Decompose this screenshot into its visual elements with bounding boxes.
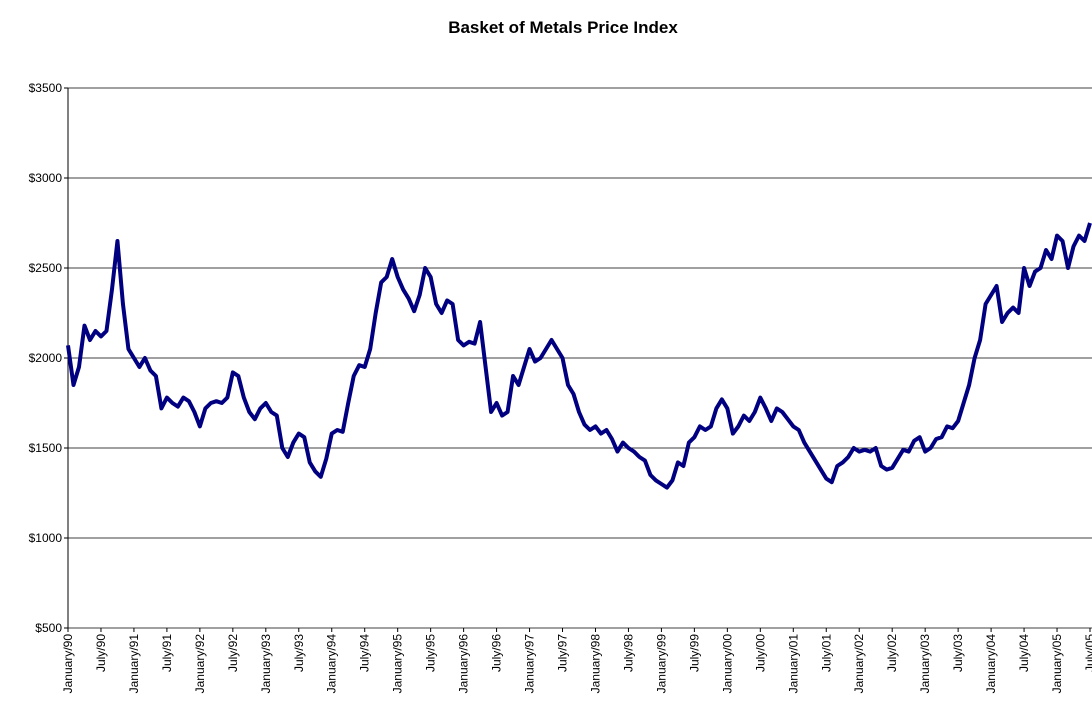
y-tick-label: $2500: [29, 261, 63, 275]
x-tick-label: January/91: [127, 634, 141, 694]
x-tick-label: January/92: [193, 634, 207, 694]
x-tick-label: July/96: [490, 634, 504, 672]
y-tick-label: $3000: [29, 171, 63, 185]
x-tick-label: January/94: [325, 634, 339, 694]
x-tick-label: July/93: [292, 634, 306, 672]
x-tick-label: July/98: [621, 634, 635, 672]
x-tick-label: January/93: [259, 634, 273, 694]
x-tick-label: January/01: [786, 634, 800, 694]
x-tick-label: January/02: [852, 634, 866, 694]
x-tick-label: January/97: [523, 634, 537, 694]
x-tick-label: January/98: [588, 634, 602, 694]
x-tick-label: July/90: [94, 634, 108, 672]
y-tick-label: $3500: [29, 81, 63, 95]
x-tick-label: January/96: [457, 634, 471, 694]
x-tick-label: July/95: [424, 634, 438, 672]
x-tick-label: July/02: [885, 634, 899, 672]
x-tick-label: July/99: [687, 634, 701, 672]
y-tick-label: $1500: [29, 441, 63, 455]
y-tick-label: $2000: [29, 351, 63, 365]
x-tick-label: July/05: [1083, 634, 1092, 672]
y-tick-label: $500: [35, 621, 62, 635]
x-tick-label: January/95: [391, 634, 405, 694]
x-tick-label: July/04: [1017, 634, 1031, 672]
x-tick-label: January/99: [654, 634, 668, 694]
x-tick-label: July/97: [556, 634, 570, 672]
x-tick-label: January/90: [61, 634, 75, 694]
x-tick-label: January/04: [984, 634, 998, 694]
x-tick-label: January/00: [720, 634, 734, 694]
x-tick-label: July/00: [753, 634, 767, 672]
x-tick-label: July/03: [951, 634, 965, 672]
chart-title: Basket of Metals Price Index: [448, 18, 678, 37]
x-tick-label: July/01: [819, 634, 833, 672]
x-tick-label: July/94: [358, 634, 372, 672]
y-tick-label: $1000: [29, 531, 63, 545]
price-line: [66, 222, 1092, 490]
x-tick-label: July/92: [226, 634, 240, 672]
x-tick-label: July/91: [160, 634, 174, 672]
x-tick-label: January/03: [918, 634, 932, 694]
x-tick-label: January/05: [1050, 634, 1064, 694]
